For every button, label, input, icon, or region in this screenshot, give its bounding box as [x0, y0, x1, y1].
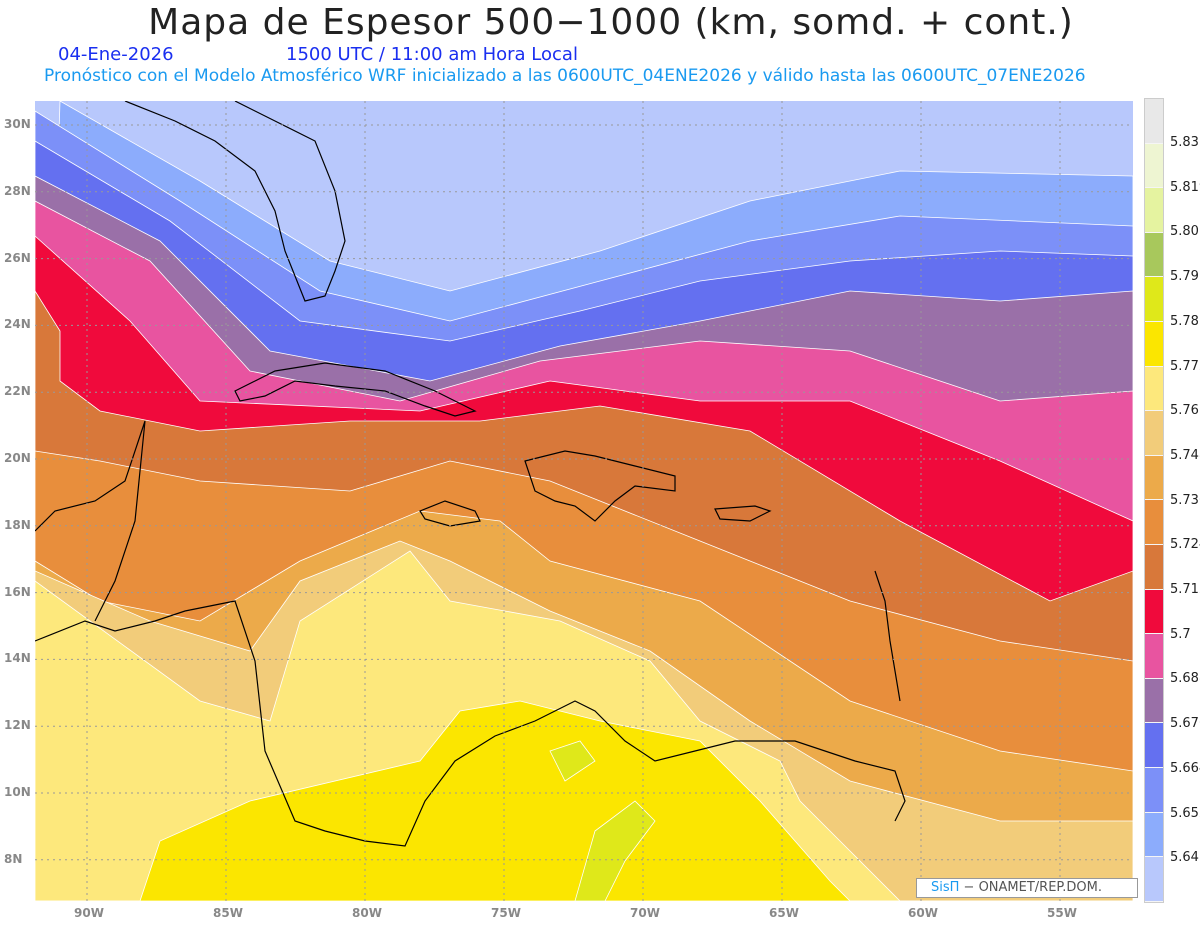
colorbar-swatch: [1145, 277, 1163, 322]
colorbar-label: 5.7: [1170, 626, 1191, 642]
lat-label: 20N: [4, 451, 31, 465]
lat-label: 28N: [4, 183, 31, 198]
colorbar-swatch: [1145, 812, 1163, 858]
colorbar-swatch: [1145, 99, 1163, 144]
colorbar-swatch: [1145, 723, 1163, 768]
lon-label: 55W: [1047, 906, 1077, 920]
lat-label: 18N: [4, 517, 31, 532]
colorbar-label: 5.748: [1170, 447, 1200, 463]
colorbar-label: 5.64: [1170, 850, 1199, 866]
credit-text: − ONAMET/REP.DOM.: [959, 880, 1102, 895]
lon-label: 70W: [630, 906, 660, 920]
colorbar-label: 5.795: [1170, 269, 1200, 285]
lon-label: 85W: [213, 906, 243, 920]
lon-label: 75W: [491, 906, 521, 920]
forecast-description: Pronóstico con el Modelo Atmosférico WRF…: [44, 66, 1086, 86]
colorbar-swatch: [1145, 857, 1163, 902]
lat-label: 14N: [4, 651, 31, 666]
colorbar-label: 5.76: [1170, 403, 1199, 419]
colorbar-swatch: [1145, 143, 1163, 189]
brand-logo: SisΠ: [931, 880, 960, 895]
colorbar-swatch: [1145, 544, 1163, 590]
colorbar-swatch: [1145, 366, 1163, 412]
lon-label: 65W: [769, 906, 799, 920]
lat-label: 16N: [4, 584, 31, 599]
lat-label: 8N: [4, 851, 23, 866]
lon-label: 90W: [74, 906, 104, 920]
forecast-time: 1500 UTC / 11:00 am Hora Local: [286, 44, 578, 65]
coastlines: [35, 101, 906, 847]
colorbar: [1144, 98, 1164, 903]
colorbar-swatch: [1145, 455, 1163, 501]
lat-label: 24N: [4, 317, 31, 332]
colorbar-label: 5.688: [1170, 671, 1200, 687]
colorbar-swatch: [1145, 232, 1163, 278]
colorbar-label: 5.652: [1170, 805, 1200, 821]
colorbar-label: 5.736: [1170, 492, 1200, 508]
thickness-band: [35, 700, 1133, 901]
colorbar-label: 5.772: [1170, 358, 1200, 374]
colorbar-swatch: [1145, 500, 1163, 545]
colorbar-swatch: [1145, 188, 1163, 233]
forecast-date: 04-Ene-2026: [58, 44, 174, 65]
colorbar-label: 5.664: [1170, 760, 1200, 776]
colorbar-swatch: [1145, 634, 1163, 679]
colorbar-label: 5.807: [1170, 224, 1200, 240]
colorbar-label: 5.819: [1170, 179, 1200, 195]
colorbar-swatch: [1145, 411, 1163, 456]
lat-label: 30N: [4, 117, 31, 131]
colorbar-label: 5.783: [1170, 313, 1200, 329]
lat-label: 26N: [4, 250, 31, 265]
thickness-map: [35, 101, 1133, 901]
map-title: Mapa de Espesor 500−1000 (km, somd. + co…: [148, 2, 1074, 43]
lat-label: 12N: [4, 718, 31, 733]
colorbar-swatch: [1145, 321, 1163, 367]
lon-label: 60W: [908, 906, 938, 920]
colorbar-label: 5.676: [1170, 716, 1200, 732]
colorbar-swatch: [1145, 767, 1163, 813]
colorbar-label: 5.831: [1170, 135, 1200, 150]
credit-box: SisΠ − ONAMET/REP.DOM.: [916, 878, 1138, 898]
colorbar-label: 5.724: [1170, 537, 1200, 553]
lon-label: 80W: [352, 906, 382, 920]
colorbar-label: 5.712: [1170, 582, 1200, 597]
thickness-band: [549, 740, 596, 782]
colorbar-swatch: [1145, 678, 1163, 724]
lat-label: 10N: [4, 785, 31, 799]
colorbar-swatch: [1145, 589, 1163, 635]
lat-label: 22N: [4, 384, 31, 399]
thickness-band: [574, 800, 656, 901]
